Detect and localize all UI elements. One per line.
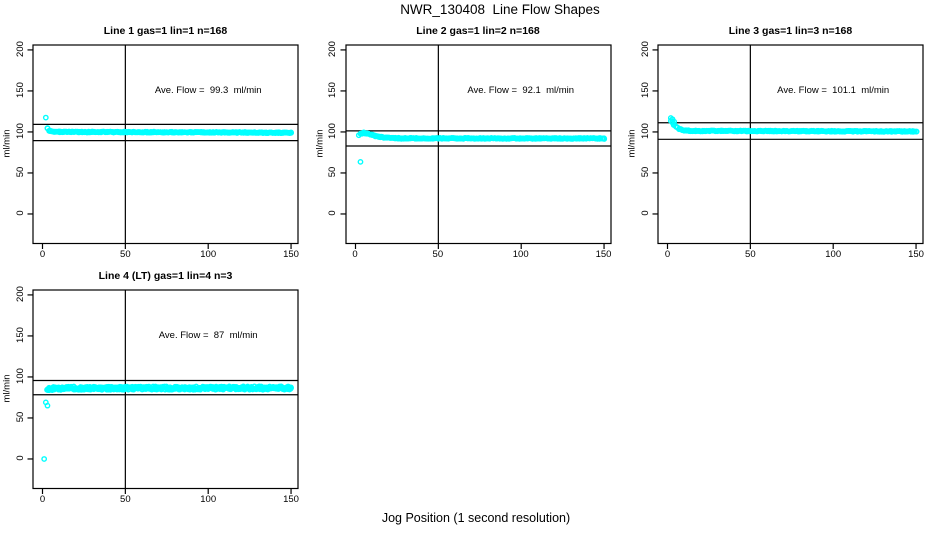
x-tick-label: 50 (120, 248, 131, 260)
y-axis-label: ml/min (1, 374, 13, 403)
data-point (671, 118, 678, 125)
ave-flow-annotation: Ave. Flow = 99.3 ml/min (154, 84, 262, 96)
data-point (288, 129, 295, 136)
x-tick-label: 150 (595, 248, 612, 260)
x-tick-label: 0 (39, 493, 46, 505)
ave-flow-annotation: Ave. Flow = 92.1 ml/min (467, 84, 575, 96)
data-point (44, 402, 51, 409)
data-point (42, 114, 49, 120)
plot-box (32, 43, 299, 244)
x-tick-label: 100 (512, 248, 529, 260)
data-point (913, 128, 920, 134)
y-axis-label: ml/min (314, 129, 325, 158)
plot-box (32, 288, 299, 489)
panel-title: Line 1 gas=1 lin=1 n=168 (103, 25, 228, 37)
data-point (287, 385, 294, 392)
x-axis-label: Jog Position (1 second resolution) (381, 511, 571, 525)
x-tick-label: 0 (352, 248, 358, 260)
plot-area (27, 43, 299, 249)
ave-flow-annotation: Ave. Flow = 101.1 ml/min (777, 84, 890, 96)
data-point (910, 128, 917, 135)
x-tick-label: 50 (745, 248, 756, 260)
data-point (41, 455, 48, 462)
main-title: NWR_130408 Line Flow Shapes (400, 2, 600, 17)
data-point (600, 135, 607, 142)
x-tick-label: 100 (200, 248, 217, 260)
x-tick-label: 0 (39, 248, 46, 260)
plot-area (27, 288, 299, 494)
y-axis-label: ml/min (626, 129, 638, 158)
panel-title: Line 2 gas=1 lin=2 n=168 (416, 25, 540, 37)
panel-title: Line 3 gas=1 lin=3 n=168 (728, 25, 853, 37)
x-tick-label: 100 (200, 493, 217, 505)
y-axis-label: ml/min (1, 129, 13, 158)
x-tick-label: 150 (283, 493, 299, 505)
data-point (357, 158, 363, 165)
plot-area (340, 43, 612, 249)
x-tick-label: 150 (283, 248, 299, 260)
panel-title: Line 4 (LT) gas=1 lin=4 n=3 (98, 270, 233, 282)
x-tick-label: 0 (664, 248, 671, 260)
x-tick-label: 150 (908, 248, 924, 260)
plot-area (652, 43, 924, 249)
x-tick-label: 100 (825, 248, 842, 260)
plot-box (657, 43, 924, 244)
x-tick-label: 50 (432, 248, 444, 260)
ave-flow-annotation: Ave. Flow = 87 ml/min (158, 329, 258, 341)
x-tick-label: 50 (120, 493, 131, 505)
plot-box (344, 43, 612, 244)
